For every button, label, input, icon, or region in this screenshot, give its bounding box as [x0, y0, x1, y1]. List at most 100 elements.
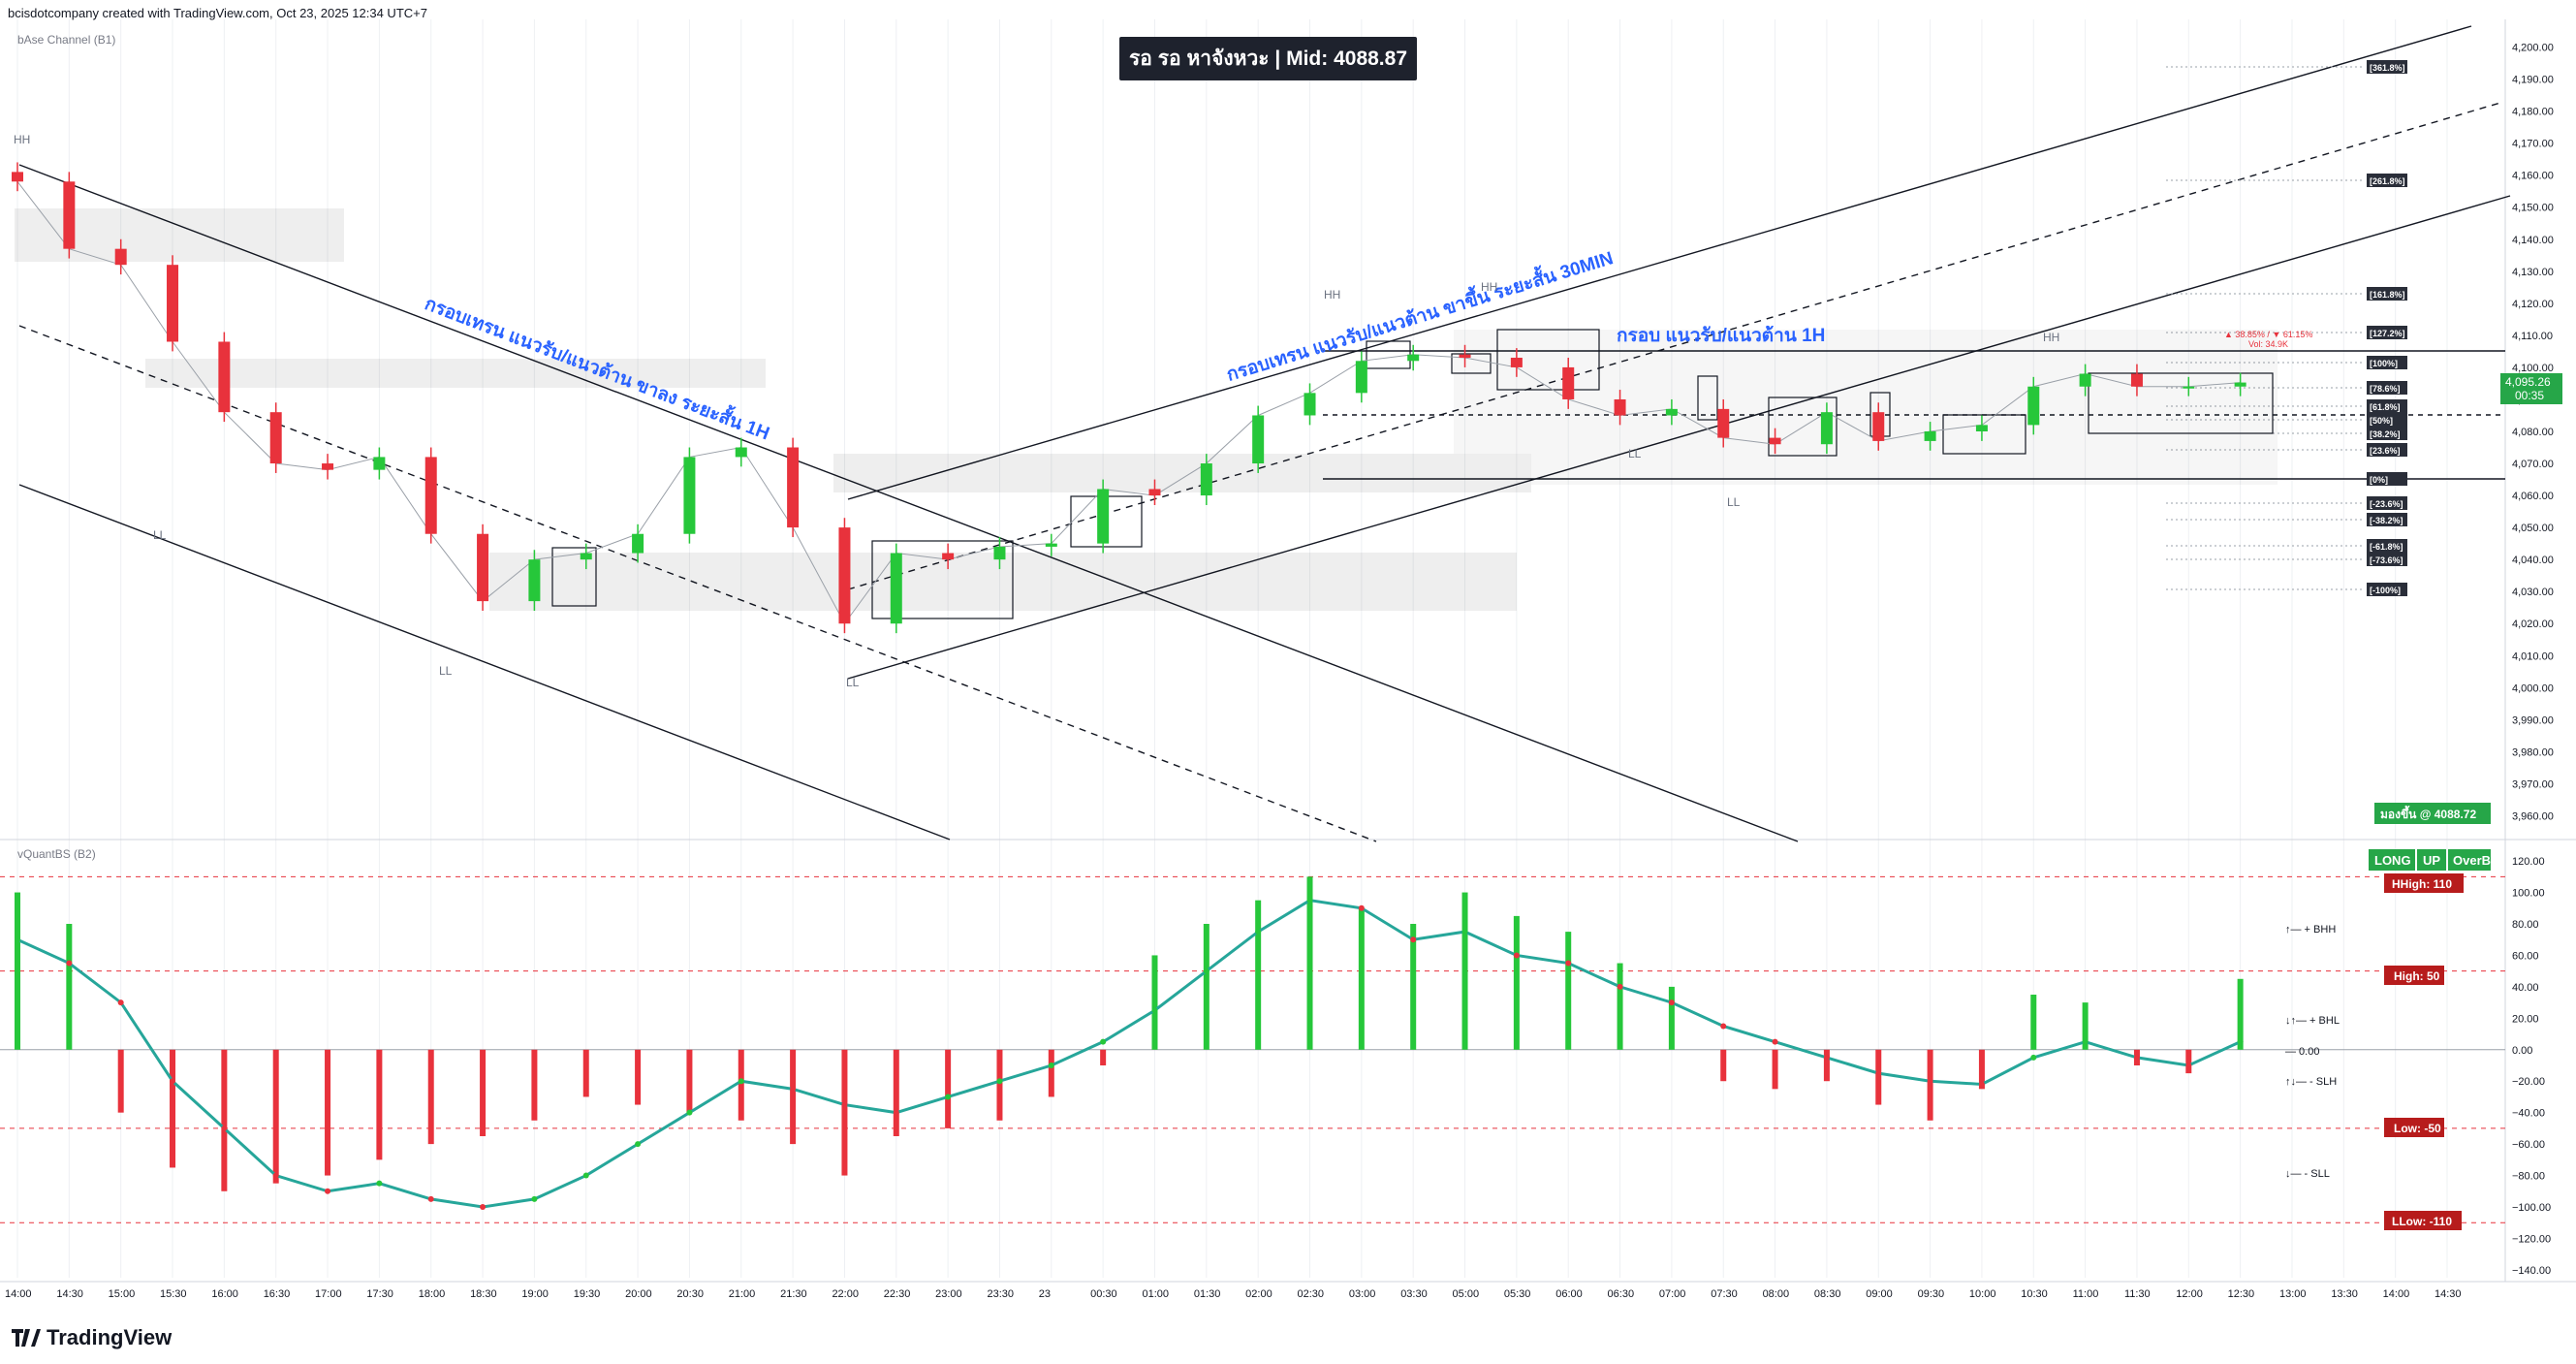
- trend-channels: [18, 25, 2511, 842]
- histogram-bar: [1617, 963, 1623, 1050]
- time-tick-label: 01:00: [1142, 1288, 1169, 1300]
- svg-text:[-61.8%]: [-61.8%]: [2370, 542, 2403, 552]
- candle: [167, 265, 179, 342]
- time-tick-label: 18:00: [419, 1288, 446, 1300]
- signal-point: [1513, 952, 1520, 959]
- price-tick-label: 4,110.00: [2512, 331, 2553, 342]
- price-tick-label: 4,030.00: [2512, 587, 2554, 598]
- histogram-bar: [2082, 1002, 2089, 1050]
- axes-layer: 4,200.00 4,190.00 4,180.00 4,170.00 4,160.00…: [5, 43, 2554, 1300]
- histogram-bar: [686, 1049, 693, 1113]
- time-tick-label: 06:30: [1608, 1288, 1635, 1300]
- candle: [2234, 382, 2246, 387]
- sub-indicator-label: vQuantBS (B2): [17, 847, 96, 861]
- time-tick-label: 08:30: [1814, 1288, 1841, 1300]
- histogram-bar: [117, 1049, 124, 1113]
- time-tick-label: 19:00: [521, 1288, 549, 1300]
- signal-point: [1927, 1078, 1933, 1085]
- signal-point: [1151, 1007, 1158, 1014]
- price-tick-label: 4,190.00: [2512, 75, 2554, 86]
- histogram-bar: [1048, 1049, 1054, 1097]
- signal-point: [1100, 1038, 1107, 1045]
- svg-text:High: 50: High: 50: [2394, 969, 2440, 983]
- price-tick-label: 4,000.00: [2512, 682, 2554, 694]
- osc-tick-label: 40.00: [2512, 982, 2539, 994]
- signal-point: [66, 960, 73, 967]
- svg-text:OverB: OverB: [2453, 853, 2491, 868]
- svg-text:[23.6%]: [23.6%]: [2370, 446, 2401, 456]
- signal-point: [635, 1141, 642, 1148]
- price-tick-label: 4,010.00: [2512, 650, 2554, 662]
- signal-point: [427, 1195, 434, 1202]
- histogram-bar: [480, 1049, 487, 1136]
- candle: [1407, 354, 1420, 362]
- histogram-bar: [325, 1049, 331, 1176]
- svg-text:[-100%]: [-100%]: [2370, 586, 2401, 595]
- histogram-bar: [272, 1049, 279, 1184]
- histogram-bar: [15, 892, 20, 1050]
- candle: [993, 546, 1006, 560]
- histogram-bar: [531, 1049, 538, 1121]
- time-tick-label: 22:00: [832, 1288, 859, 1300]
- signal-point: [1461, 929, 1468, 936]
- svg-text:[361.8%]: [361.8%]: [2370, 63, 2405, 73]
- histogram-bar: [1306, 876, 1313, 1050]
- swing-label: LL: [153, 528, 167, 542]
- candle: [218, 341, 231, 413]
- signal-point: [221, 1125, 228, 1131]
- down-channel-lower-line: [18, 484, 951, 841]
- time-tick-label: 11:30: [2124, 1288, 2151, 1300]
- signal-point: [1772, 1038, 1778, 1045]
- candle: [1097, 489, 1110, 544]
- swing-label: LL: [439, 664, 453, 678]
- svg-text:LLow: -110: LLow: -110: [2392, 1215, 2452, 1228]
- time-tick-label: 16:30: [264, 1288, 291, 1300]
- stats-line-2: Vol: 34.9K: [2248, 339, 2288, 349]
- osc-tick-label: −80.00: [2512, 1171, 2545, 1183]
- price-tick-label: 4,140.00: [2512, 235, 2554, 246]
- histogram-bar: [1203, 924, 1209, 1050]
- histogram-bar: [893, 1049, 899, 1136]
- time-tick-label: 12:00: [2176, 1288, 2203, 1300]
- price-tick-label: 3,970.00: [2512, 778, 2554, 790]
- status-badges: LONG UP OverB: [2369, 849, 2491, 871]
- time-tick-label: 14:30: [56, 1288, 83, 1300]
- time-tick-label: 10:30: [2021, 1288, 2048, 1300]
- price-tick-label: 3,960.00: [2512, 810, 2554, 822]
- price-line: [16, 180, 2241, 625]
- histogram-bar: [2237, 978, 2244, 1050]
- candle: [683, 457, 696, 534]
- signal-point: [1823, 1054, 1830, 1061]
- svg-text:มองขึ้น @ 4088.72: มองขึ้น @ 4088.72: [2380, 805, 2476, 821]
- signal-point: [1875, 1070, 1882, 1077]
- candle: [787, 447, 800, 528]
- svg-text:[50%]: [50%]: [2370, 416, 2393, 426]
- signal-point: [790, 1086, 797, 1093]
- time-tick-label: 14:00: [5, 1288, 32, 1300]
- time-tick-label: 18:30: [470, 1288, 497, 1300]
- osc-tick-label: 60.00: [2512, 950, 2539, 962]
- signal-point: [170, 1078, 176, 1085]
- histogram-bar: [1565, 932, 1572, 1050]
- histogram-bar: [1875, 1049, 1882, 1105]
- svg-text:[127.2%]: [127.2%]: [2370, 329, 2405, 338]
- svg-text:↓↑— + BHL: ↓↑— + BHL: [2285, 1015, 2340, 1027]
- histogram-bar: [2185, 1049, 2192, 1074]
- time-tick-label: 23: [1039, 1288, 1051, 1300]
- time-tick-label: 14:30: [2435, 1288, 2462, 1300]
- svg-text:— 0.00: — 0.00: [2285, 1046, 2319, 1058]
- histogram-bar: [221, 1049, 228, 1191]
- fib-tags: [361.8%] [261.8%] [161.8%] [127.2%] [100…: [2367, 60, 2407, 596]
- signal-point: [2082, 1038, 2089, 1045]
- signal-point: [272, 1172, 279, 1179]
- tradingview-logo[interactable]: TradingView: [12, 1325, 172, 1350]
- signal-badge: มองขึ้น @ 4088.72: [2374, 803, 2491, 824]
- histogram-bar: [1255, 900, 1262, 1050]
- price-tick-label: 4,070.00: [2512, 459, 2554, 470]
- oscillator-layer: [0, 875, 2505, 1223]
- time-tick-label: 02:00: [1245, 1288, 1272, 1300]
- histogram-bar: [376, 1049, 383, 1160]
- main-indicator-label: bAse Channel (B1): [17, 33, 115, 47]
- candle: [1459, 354, 1471, 359]
